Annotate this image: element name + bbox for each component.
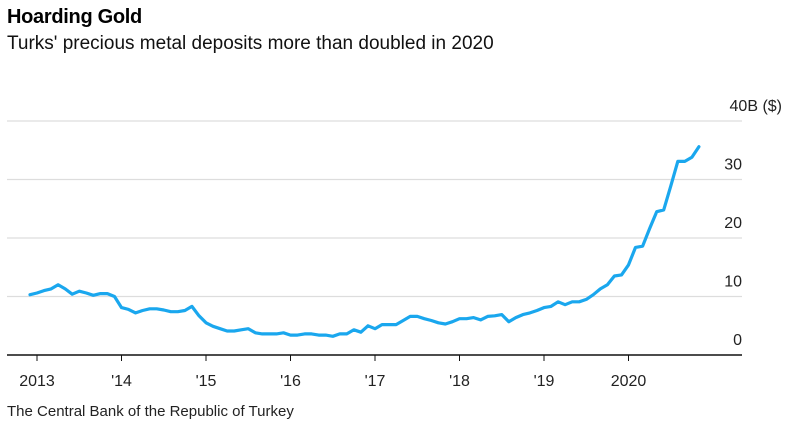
source-note: The Central Bank of the Republic of Turk… [7,403,294,420]
y-tick-label: 20 [724,215,742,232]
x-tick-label: '16 [280,373,301,390]
gridlines [7,120,742,298]
x-tick-label: 2013 [19,373,55,390]
series-group [28,145,701,338]
y-axis-labels: 0 10 20 30 40B ($) [724,98,782,349]
y-tick-label: 0 [733,332,742,349]
y-tick-label: 10 [724,274,742,291]
chart-subtitle: Turks' precious metal deposits more than… [7,33,494,54]
x-tick-label: '18 [449,373,470,390]
chart-title: Hoarding Gold [7,6,142,28]
series-line [28,145,701,338]
x-tick-label: '15 [196,373,217,390]
x-tick-label: 2020 [611,373,647,390]
x-tick-label: '14 [111,373,132,390]
y-tick-label: 40B ($) [730,98,782,115]
x-axis: 2013 '14 '15 '16 '17 '18 '19 2020 [7,354,742,390]
x-tick-label: '17 [365,373,386,390]
x-tick-label: '19 [534,373,555,390]
y-tick-label: 30 [724,157,742,174]
